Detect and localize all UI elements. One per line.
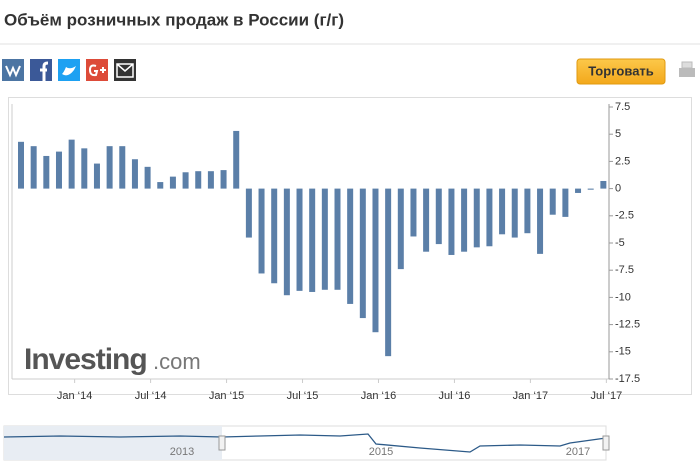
navigator-line (3, 433, 607, 453)
navigator-label: 2017 (566, 446, 590, 458)
bar (486, 188, 493, 247)
navigator-handle[interactable] (218, 435, 226, 451)
bar (575, 188, 582, 193)
chart-frame (8, 97, 692, 395)
bar (258, 188, 265, 274)
bar (157, 182, 164, 189)
y-tick-label: -2.5 (615, 210, 634, 222)
bar (334, 188, 341, 290)
page-title: Объём розничных продаж в России (г/г) (4, 10, 344, 29)
bar (499, 188, 506, 235)
bar (397, 188, 404, 270)
bar (81, 148, 88, 189)
y-tick-label: -17.5 (615, 373, 640, 385)
bar (182, 172, 189, 189)
bar (473, 188, 480, 248)
bar (435, 188, 442, 245)
watermark-domain: .com (153, 349, 201, 374)
bar (68, 139, 75, 189)
bar (309, 188, 316, 292)
y-tick-label: 0 (615, 183, 621, 195)
bar (524, 188, 531, 234)
bar (195, 171, 202, 189)
bar (106, 146, 113, 189)
bar (347, 188, 354, 304)
navigator-label: 2015 (369, 446, 393, 458)
y-tick-label: 7.5 (615, 101, 630, 113)
bar (233, 130, 240, 189)
y-tick-label: -15 (615, 346, 631, 358)
bar (511, 188, 518, 238)
bar (55, 151, 62, 189)
bar (43, 155, 50, 189)
x-tick-label: Jul ‘15 (287, 390, 319, 402)
bar (144, 166, 151, 189)
bar (220, 170, 227, 189)
navigator-handle[interactable] (602, 435, 610, 451)
bar (283, 188, 290, 296)
x-tick-label: Jan ‘15 (209, 390, 244, 402)
trade-button[interactable] (576, 58, 666, 85)
share-icons (2, 59, 136, 81)
bar (562, 188, 569, 217)
bar (537, 188, 544, 254)
bar (461, 188, 468, 252)
bar (587, 188, 594, 190)
bar (207, 171, 214, 189)
bar (423, 188, 430, 252)
bar (448, 188, 455, 255)
bar (385, 188, 392, 357)
y-tick-label: -10 (615, 291, 631, 303)
bar (93, 163, 100, 189)
trade-button-label: Торговать (588, 63, 654, 78)
y-tick-label: -7.5 (615, 264, 634, 276)
bar (296, 188, 303, 291)
y-tick-label: -12.5 (615, 319, 640, 331)
bar (271, 188, 278, 284)
navigator-mask (4, 426, 222, 460)
bar (321, 188, 328, 290)
bar (131, 159, 138, 189)
x-tick-label: Jul ‘17 (590, 390, 622, 402)
bar (30, 146, 37, 189)
navigator-label: 2013 (170, 446, 194, 458)
y-tick-label: -5 (615, 237, 625, 249)
watermark-brand: Investing (24, 343, 147, 376)
x-tick-label: Jan ‘16 (361, 390, 396, 402)
bar (169, 176, 176, 189)
x-tick-label: Jan ‘14 (57, 390, 92, 402)
bar (245, 188, 252, 238)
y-tick-label: 5 (615, 128, 621, 140)
bar (119, 146, 126, 189)
bar (410, 188, 417, 237)
navigator (3, 425, 610, 461)
bar (600, 180, 607, 189)
bar (18, 141, 24, 189)
y-tick-label: 2.5 (615, 155, 630, 167)
x-tick-label: Jan ‘17 (513, 390, 548, 402)
bar (372, 188, 379, 333)
bar (549, 188, 556, 215)
x-tick-label: Jul ‘14 (135, 390, 167, 402)
bar (359, 188, 366, 319)
x-tick-label: Jul ‘16 (439, 390, 471, 402)
print-icon[interactable] (679, 61, 695, 77)
